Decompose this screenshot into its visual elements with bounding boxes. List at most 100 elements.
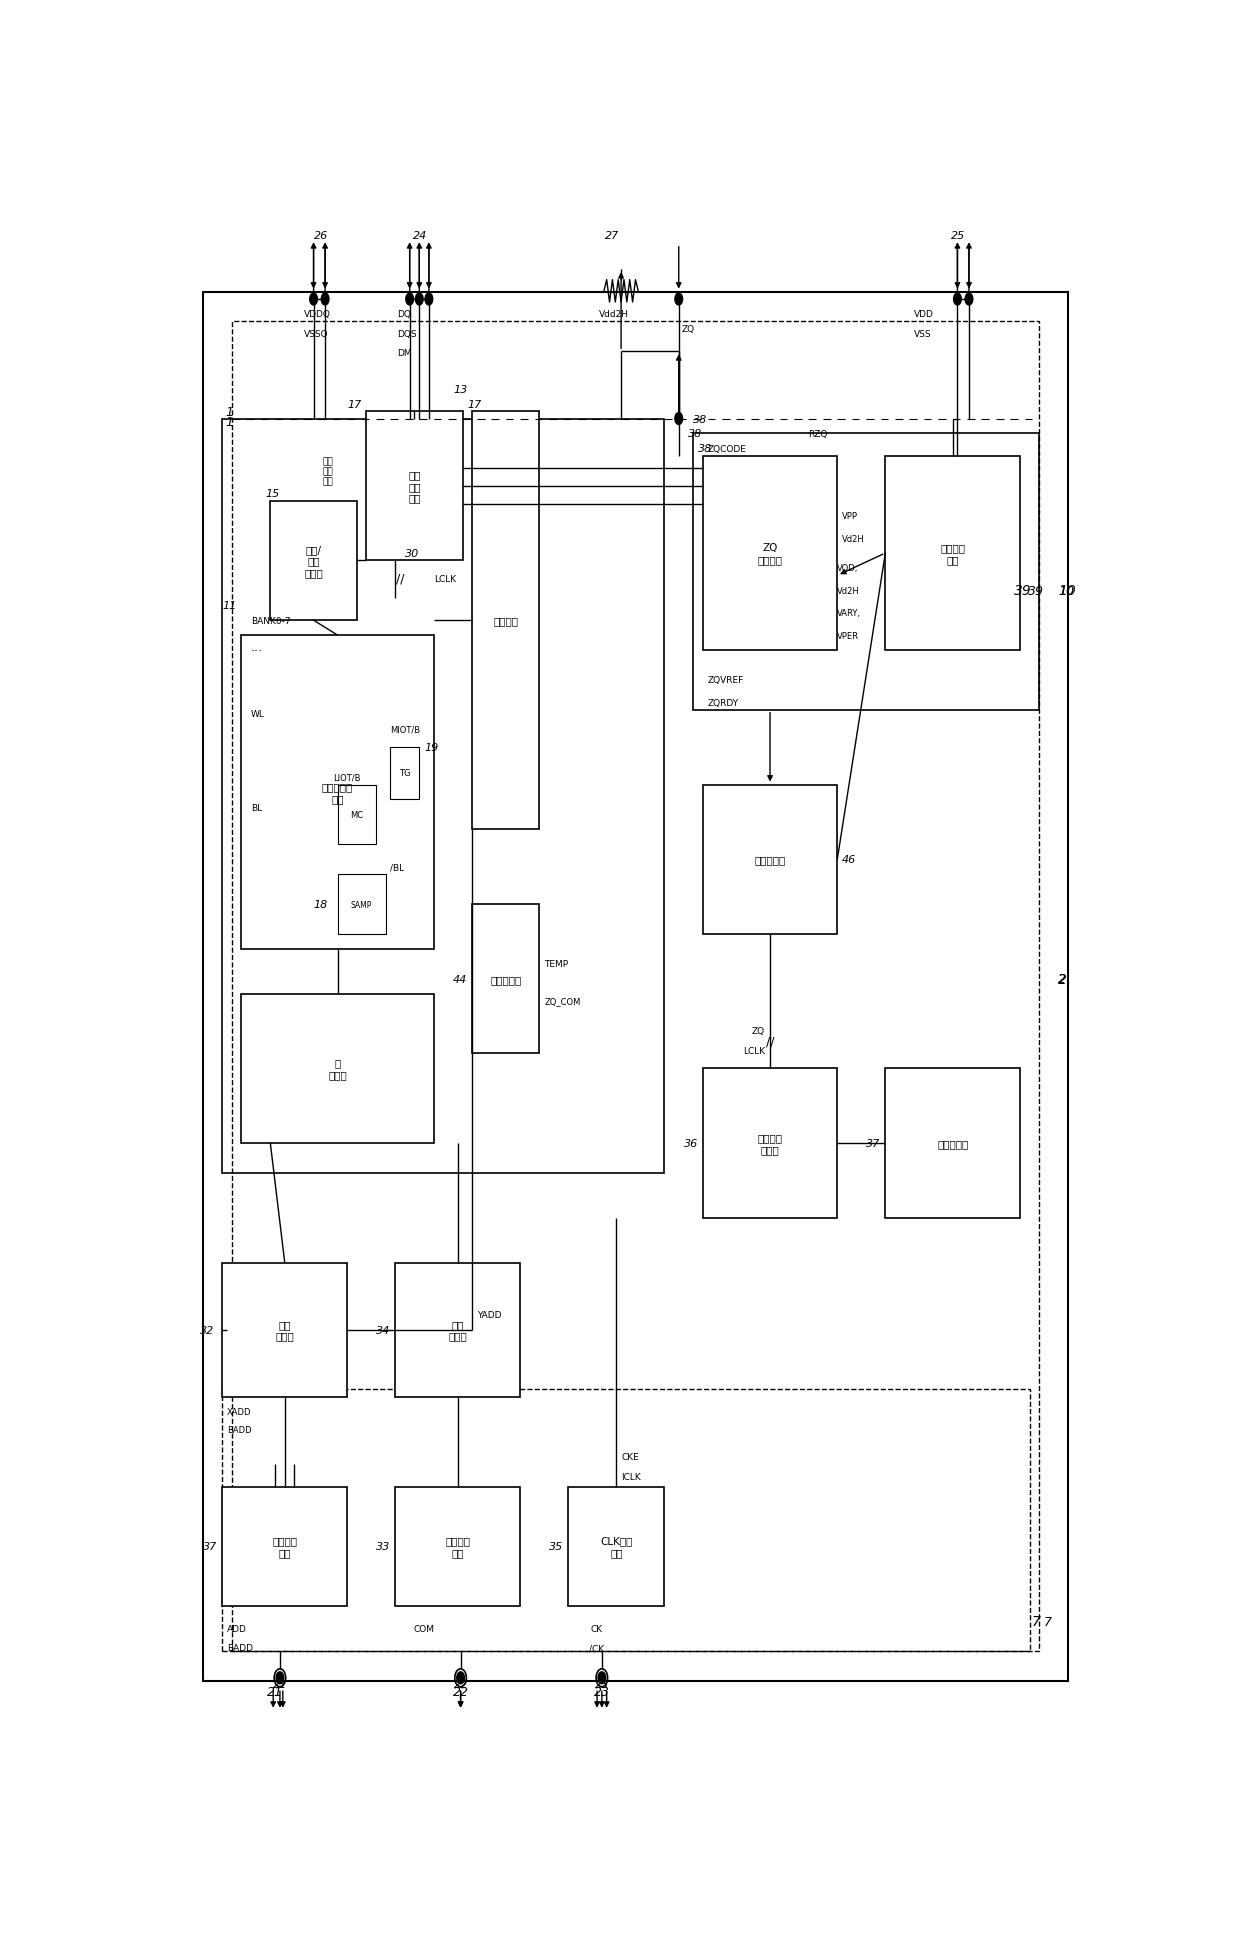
Text: XADD: XADD bbox=[227, 1408, 252, 1417]
Text: ···: ··· bbox=[250, 644, 263, 657]
Text: 38: 38 bbox=[693, 415, 707, 425]
Circle shape bbox=[965, 295, 973, 306]
Text: 38: 38 bbox=[688, 429, 703, 440]
Bar bbox=[222, 1390, 1029, 1652]
Text: ADD: ADD bbox=[227, 1625, 247, 1633]
Text: Vdd2H: Vdd2H bbox=[599, 310, 629, 320]
Text: 37: 37 bbox=[203, 1542, 217, 1551]
Text: 18: 18 bbox=[314, 900, 327, 909]
Bar bbox=[703, 458, 837, 652]
Text: LCLK: LCLK bbox=[743, 1047, 765, 1055]
Text: VARY,: VARY, bbox=[837, 609, 862, 619]
Text: 10: 10 bbox=[1058, 584, 1076, 597]
Bar bbox=[472, 411, 539, 830]
Bar bbox=[270, 502, 357, 620]
Text: BL: BL bbox=[250, 805, 262, 812]
Text: ZQ_COM: ZQ_COM bbox=[544, 997, 580, 1006]
Text: VOD,: VOD, bbox=[837, 564, 858, 574]
Text: 17: 17 bbox=[347, 399, 361, 409]
Text: DQS: DQS bbox=[397, 330, 417, 339]
Text: 存储器单元
阵列: 存储器单元 阵列 bbox=[322, 781, 353, 803]
Bar bbox=[693, 434, 1039, 710]
Text: 2: 2 bbox=[1058, 971, 1068, 987]
Text: LIOT/B: LIOT/B bbox=[332, 774, 361, 781]
Text: ZQRDY: ZQRDY bbox=[708, 698, 739, 708]
Bar bbox=[222, 419, 665, 1173]
Text: VDD: VDD bbox=[914, 310, 934, 320]
Text: BADD: BADD bbox=[227, 1644, 253, 1652]
Circle shape bbox=[598, 1671, 605, 1683]
Text: 24: 24 bbox=[413, 231, 427, 240]
Bar bbox=[396, 1487, 521, 1605]
Text: /CK: /CK bbox=[589, 1644, 605, 1652]
Text: 15: 15 bbox=[265, 489, 280, 498]
Circle shape bbox=[425, 295, 433, 306]
Text: 电力供应
电路: 电力供应 电路 bbox=[940, 543, 965, 564]
Text: CKE: CKE bbox=[621, 1452, 639, 1462]
Bar bbox=[337, 785, 376, 845]
Text: BADD: BADD bbox=[227, 1425, 252, 1435]
Text: MIOT/B: MIOT/B bbox=[391, 725, 420, 735]
Text: 32: 32 bbox=[201, 1324, 215, 1336]
Text: SAMP: SAMP bbox=[351, 900, 372, 909]
Bar bbox=[568, 1487, 665, 1605]
Text: 11: 11 bbox=[222, 601, 237, 611]
Text: VPP: VPP bbox=[842, 512, 858, 522]
Text: 1: 1 bbox=[226, 405, 233, 419]
Bar bbox=[242, 995, 434, 1144]
Text: 地址
解码器: 地址 解码器 bbox=[275, 1319, 294, 1342]
Text: ZQ: ZQ bbox=[682, 326, 694, 334]
Text: YADD: YADD bbox=[477, 1311, 501, 1320]
Text: 37: 37 bbox=[867, 1138, 880, 1148]
Text: RZQ: RZQ bbox=[808, 430, 828, 438]
Text: TG: TG bbox=[399, 768, 410, 778]
Text: 26: 26 bbox=[314, 231, 327, 240]
Text: Vd2H: Vd2H bbox=[842, 535, 864, 543]
Circle shape bbox=[675, 295, 682, 306]
Bar bbox=[222, 1487, 347, 1605]
Text: VSS: VSS bbox=[914, 330, 931, 339]
Text: 模式寄存器: 模式寄存器 bbox=[754, 855, 786, 865]
Text: 列解码器: 列解码器 bbox=[494, 617, 518, 626]
Text: 17: 17 bbox=[467, 399, 481, 409]
Bar bbox=[472, 904, 539, 1055]
Text: ZQ
校准电路: ZQ 校准电路 bbox=[758, 543, 782, 564]
Bar bbox=[391, 748, 419, 801]
Text: 21: 21 bbox=[267, 1685, 283, 1699]
Text: 7: 7 bbox=[1032, 1613, 1040, 1629]
Text: 33: 33 bbox=[376, 1542, 391, 1551]
Text: 行
解码器: 行 解码器 bbox=[329, 1059, 347, 1080]
Text: 2: 2 bbox=[1058, 973, 1066, 985]
Text: 27: 27 bbox=[605, 231, 619, 240]
Bar bbox=[222, 1262, 347, 1398]
Text: DQ: DQ bbox=[397, 310, 410, 320]
Text: 内部时钟
产生器: 内部时钟 产生器 bbox=[758, 1132, 782, 1154]
Bar bbox=[337, 874, 386, 935]
Text: 地址输入
电路: 地址输入 电路 bbox=[273, 1536, 298, 1557]
Text: CLK输入
电路: CLK输入 电路 bbox=[600, 1536, 632, 1557]
Circle shape bbox=[310, 295, 317, 306]
Circle shape bbox=[405, 295, 413, 306]
Text: 7: 7 bbox=[1044, 1615, 1052, 1627]
Text: 38: 38 bbox=[698, 444, 712, 454]
Text: 23: 23 bbox=[595, 1679, 609, 1689]
Bar bbox=[396, 1262, 521, 1398]
Text: ZQCODE: ZQCODE bbox=[708, 444, 746, 454]
Text: 36: 36 bbox=[683, 1138, 698, 1148]
Circle shape bbox=[954, 295, 961, 306]
Bar bbox=[885, 1068, 1021, 1218]
Text: //: // bbox=[396, 572, 404, 586]
Text: TEMP: TEMP bbox=[544, 960, 568, 970]
Bar bbox=[367, 411, 463, 560]
Bar bbox=[232, 322, 1039, 1652]
Text: 34: 34 bbox=[376, 1324, 391, 1336]
Bar bbox=[242, 636, 434, 950]
Text: 22: 22 bbox=[454, 1679, 467, 1689]
Text: ZQVREF: ZQVREF bbox=[708, 677, 744, 684]
Text: ICLK: ICLK bbox=[621, 1472, 641, 1481]
Circle shape bbox=[415, 295, 423, 306]
Text: 22: 22 bbox=[453, 1685, 469, 1699]
Text: 命令输入
电路: 命令输入 电路 bbox=[445, 1536, 470, 1557]
Text: VDDQ: VDDQ bbox=[304, 310, 331, 320]
Text: 输入
输出
电路: 输入 输出 电路 bbox=[322, 458, 332, 487]
